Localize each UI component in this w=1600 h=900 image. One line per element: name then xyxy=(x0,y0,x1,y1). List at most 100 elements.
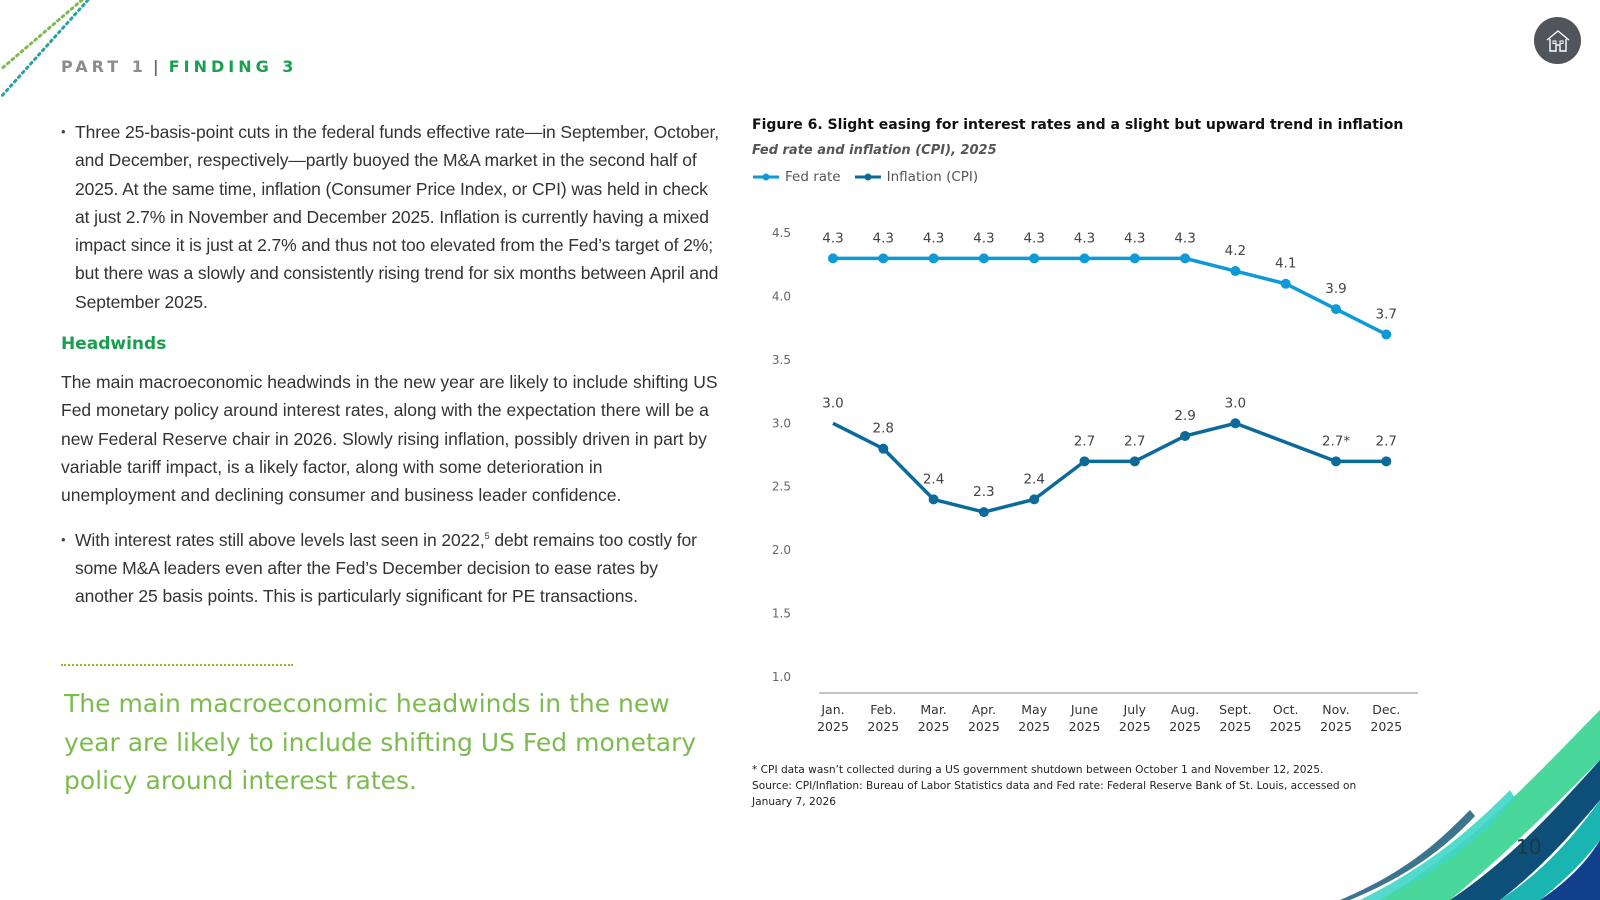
data-label-fed-rate: 4.3 xyxy=(1174,230,1195,246)
y-tick-label: 2.0 xyxy=(772,543,791,557)
data-label-inflation: 2.7 xyxy=(1124,433,1145,449)
legend-label-inflation: Inflation (CPI) xyxy=(886,169,979,185)
label-separator: | xyxy=(152,57,163,76)
data-point-fed-rate xyxy=(1029,253,1040,264)
x-tick-label-year: 2025 xyxy=(867,719,899,734)
series-line-fed-rate xyxy=(833,256,1388,337)
section-heading: Headwinds xyxy=(61,334,167,355)
data-label-fed-rate: 4.3 xyxy=(873,230,894,246)
decorative-dotted-lines xyxy=(0,0,90,100)
x-tick-label-month: Aug. xyxy=(1171,702,1199,717)
data-point-fed-rate xyxy=(1180,253,1191,264)
x-tick-label-month: Dec. xyxy=(1372,702,1400,717)
data-label-fed-rate: 4.3 xyxy=(923,230,944,246)
figure-subtitle: Fed rate and inflation (CPI), 2025 xyxy=(752,143,997,158)
data-label-fed-rate: 4.3 xyxy=(1074,230,1095,246)
data-point-fed-rate xyxy=(928,253,939,264)
x-tick-label-year: 2025 xyxy=(1169,719,1201,734)
source-note: Source: CPI/Inflation: Bureau of Labor S… xyxy=(752,780,1357,808)
x-tick-label-month: Mar. xyxy=(920,702,946,717)
data-label-inflation: 3.0 xyxy=(822,395,843,411)
y-tick-label: 3.0 xyxy=(772,416,791,430)
chart-legend: Fed rate Inflation (CPI) xyxy=(753,169,978,185)
data-label-fed-rate: 4.1 xyxy=(1275,256,1296,272)
footnote-reference[interactable]: 5 xyxy=(484,530,490,541)
x-tick-label-year: 2025 xyxy=(817,719,849,734)
data-label-inflation: 2.9 xyxy=(1174,408,1195,424)
x-tick-label-year: 2025 xyxy=(1119,719,1151,734)
data-point-fed-rate xyxy=(828,253,838,264)
data-label-inflation: 2.4 xyxy=(923,471,944,487)
body-paragraph: The main macroeconomic headwinds in the … xyxy=(61,372,718,506)
legend-item-inflation[interactable]: Inflation (CPI) xyxy=(854,169,979,185)
x-tick-label-month: Apr. xyxy=(972,702,996,717)
x-tick-label-year: 2025 xyxy=(1018,719,1050,734)
x-tick-label-month: May xyxy=(1021,702,1047,717)
decorative-brush-strokes xyxy=(1340,710,1600,900)
x-tick-label-month: Nov. xyxy=(1322,702,1349,717)
legend-swatch-inflation xyxy=(854,173,881,181)
x-tick-label-year: 2025 xyxy=(1370,719,1402,734)
data-label-inflation: 2.7 xyxy=(1074,433,1095,449)
body-text-column: Three 25-basis-point cuts in the federal… xyxy=(61,118,721,610)
data-label-inflation: 2.4 xyxy=(1023,471,1044,487)
data-point-inflation xyxy=(1331,456,1341,467)
home-icon xyxy=(1546,29,1569,52)
bullet-text-part: With interest rates still above levels l… xyxy=(75,529,485,550)
data-label-fed-rate: 4.3 xyxy=(822,230,843,246)
section-label: PART 1 | FINDING 3 xyxy=(61,57,297,76)
legend-label-fed-rate: Fed rate xyxy=(785,169,841,185)
data-point-inflation xyxy=(1180,430,1191,441)
data-point-inflation xyxy=(1029,494,1040,505)
data-point-fed-rate xyxy=(1079,253,1090,264)
y-tick-label: 1.0 xyxy=(772,670,791,684)
legend-item-fed-rate[interactable]: Fed rate xyxy=(753,169,841,185)
data-point-fed-rate xyxy=(1331,304,1341,315)
y-tick-label: 1.5 xyxy=(772,607,791,621)
x-tick-label-month: Sept. xyxy=(1219,702,1251,717)
pull-quote: The main macroeconomic headwinds in the … xyxy=(64,689,697,795)
bullet-point: Three 25-basis-point cuts in the federal… xyxy=(61,118,721,316)
data-label-inflation: 2.3 xyxy=(973,484,994,500)
data-label-fed-rate: 4.2 xyxy=(1225,243,1246,259)
data-label-fed-rate: 4.3 xyxy=(1023,230,1044,246)
x-tick-label-month: Oct. xyxy=(1273,702,1299,717)
data-point-fed-rate xyxy=(1381,329,1392,340)
data-label-inflation: 2.7* xyxy=(1322,433,1350,449)
data-label-fed-rate: 4.3 xyxy=(1124,230,1145,246)
bullet-text: Three 25-basis-point cuts in the federal… xyxy=(75,122,719,312)
x-tick-label-year: 2025 xyxy=(968,719,1000,734)
data-label-fed-rate: 3.9 xyxy=(1325,281,1346,297)
legend-swatch-fed-rate xyxy=(753,173,779,181)
series-line-inflation xyxy=(832,421,1387,514)
x-tick-label-month: Feb. xyxy=(870,702,896,717)
x-tick-label-year: 2025 xyxy=(918,719,950,734)
data-label-inflation: 3.0 xyxy=(1225,395,1246,411)
data-label-inflation: 2.8 xyxy=(873,421,894,437)
data-label-fed-rate: 3.7 xyxy=(1376,306,1397,322)
data-point-inflation xyxy=(1129,456,1140,467)
data-point-fed-rate xyxy=(1129,253,1140,264)
y-tick-label: 4.0 xyxy=(772,289,791,303)
data-point-fed-rate xyxy=(1230,266,1241,277)
figure-title: Figure 6. Slight easing for interest rat… xyxy=(752,117,1404,133)
y-tick-label: 2.5 xyxy=(772,480,791,494)
data-point-inflation xyxy=(1230,418,1241,429)
x-tick-label-year: 2025 xyxy=(1069,719,1101,734)
y-tick-label: 4.5 xyxy=(772,226,791,240)
data-point-fed-rate xyxy=(1280,278,1291,289)
bullet-point: With interest rates still above levels l… xyxy=(61,526,721,611)
y-tick-label: 3.5 xyxy=(772,353,791,367)
x-tick-label-year: 2025 xyxy=(1219,719,1251,734)
page-number: 10 xyxy=(1516,835,1542,859)
quote-divider xyxy=(61,664,293,666)
data-point-inflation xyxy=(1381,456,1392,467)
x-tick-label-month: Jan. xyxy=(820,702,844,717)
bullet-text: With interest rates still above levels l… xyxy=(75,526,721,611)
cpi-footnote: * CPI data wasn’t collected during a US … xyxy=(752,764,1324,776)
home-button[interactable] xyxy=(1534,17,1581,64)
data-point-fed-rate xyxy=(978,253,989,264)
data-label-fed-rate: 4.3 xyxy=(973,230,994,246)
data-point-inflation xyxy=(978,507,989,518)
